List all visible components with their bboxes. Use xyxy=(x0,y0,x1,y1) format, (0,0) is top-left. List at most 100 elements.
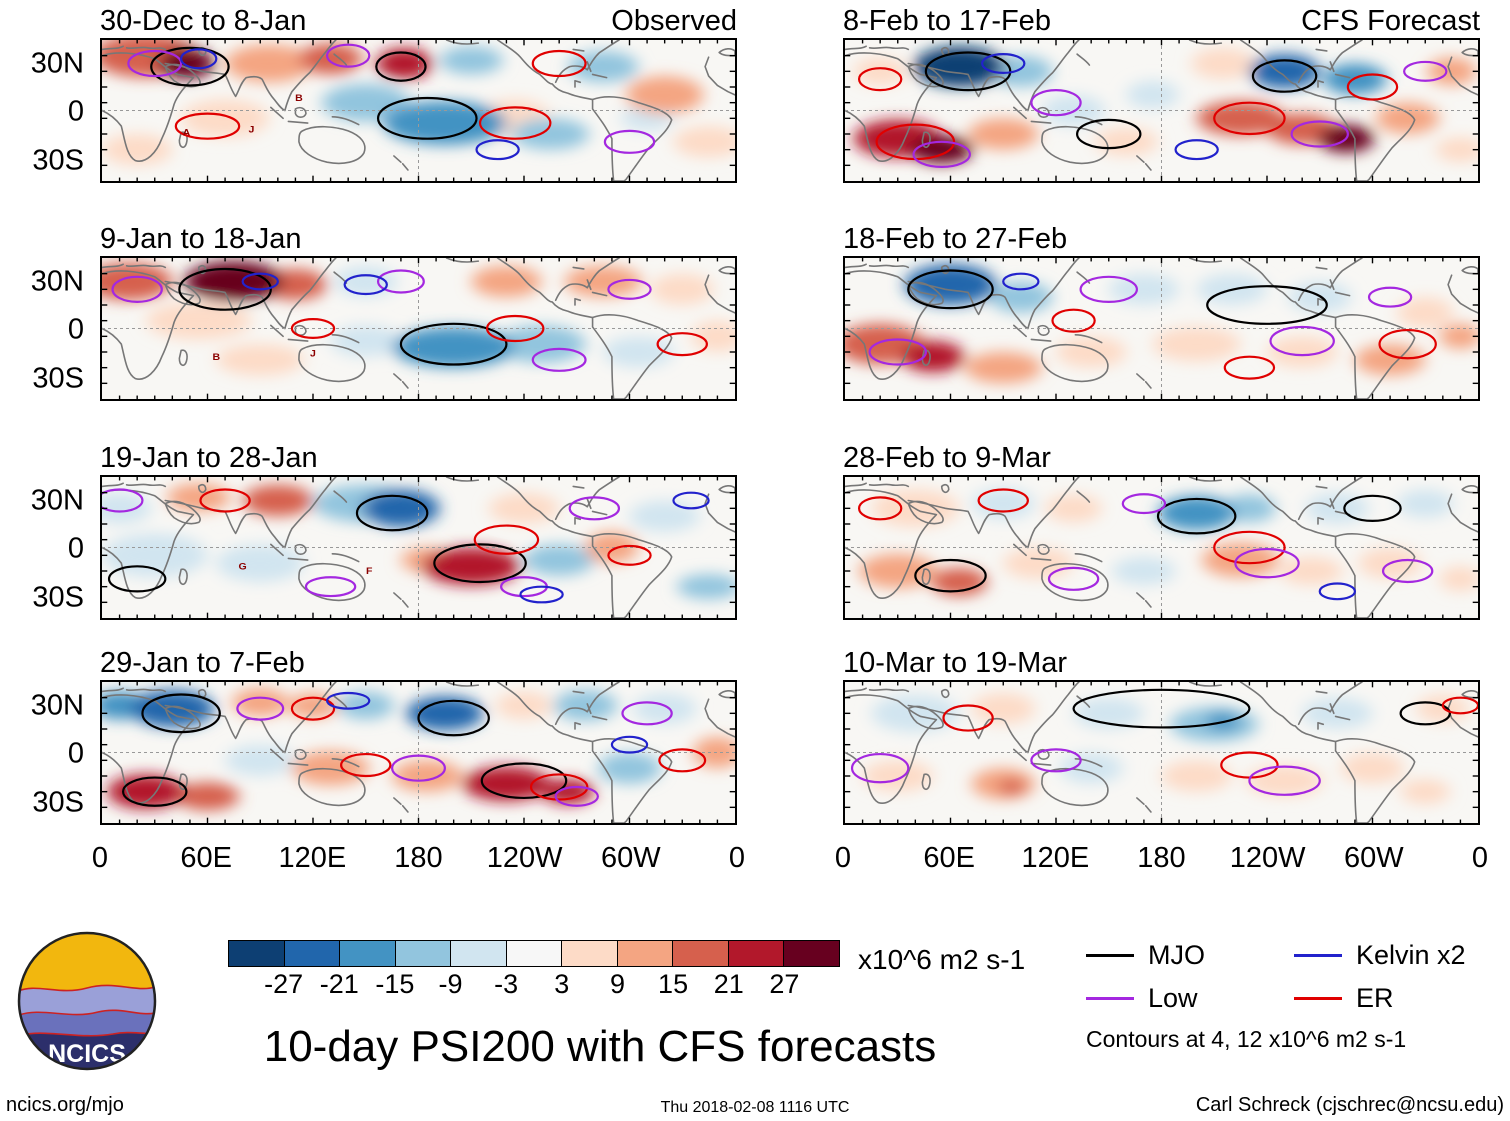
contour-er xyxy=(979,490,1028,512)
panel-title-row: 29-Jan to 7-Feb xyxy=(100,648,737,680)
lat-label-30s: 30S xyxy=(32,786,84,819)
legend-item-low: Low xyxy=(1086,985,1294,1012)
tick-marks xyxy=(102,477,735,618)
contour-mjo xyxy=(908,271,992,309)
lon-label: 60W xyxy=(1344,842,1404,874)
tick-marks xyxy=(102,258,735,399)
contour-mjo xyxy=(1253,60,1316,91)
contour-low xyxy=(1292,121,1348,146)
contour-low xyxy=(1031,749,1080,771)
panel-title: 28-Feb to 9-Mar xyxy=(843,442,1051,474)
colorbar-tick-label: 9 xyxy=(609,969,625,999)
legend-label: Low xyxy=(1148,983,1198,1013)
contour-kelvin xyxy=(327,693,369,709)
contour-low xyxy=(622,702,671,724)
lat-axis: 30N 0 30S xyxy=(12,682,90,827)
legend-label: ER xyxy=(1356,983,1394,1013)
map-canvas xyxy=(102,682,735,823)
panel-title: 9-Jan to 18-Jan xyxy=(100,223,302,255)
contour-low xyxy=(306,577,355,596)
colorbar-tick-label: 3 xyxy=(554,969,570,999)
column-header: CFS Forecast xyxy=(1301,5,1480,37)
contour-er xyxy=(943,706,992,731)
panel-obs-1: 30-Dec to 8-Jan Observed B J A 30N 0 30S xyxy=(31,6,737,190)
contour-low xyxy=(852,754,908,782)
contour-low xyxy=(392,756,445,781)
tick-marks xyxy=(845,258,1478,399)
colorbar-tick-label: -15 xyxy=(375,969,415,999)
legend-line-kelvin xyxy=(1294,954,1342,957)
ncics-logo: NCICS xyxy=(16,930,158,1074)
forecast-column: 8-Feb to 17-Feb CFS Forecast 18-Feb to 2… xyxy=(835,5,1488,906)
colorbar-cell xyxy=(229,941,284,966)
contour-low xyxy=(533,349,586,371)
coastlines xyxy=(845,40,1478,181)
contour-er xyxy=(658,333,707,355)
map-canvas xyxy=(845,682,1478,823)
colorbar-cell xyxy=(339,941,395,966)
contour-mjo xyxy=(1344,496,1400,521)
panel-title: 30-Dec to 8-Jan xyxy=(100,5,307,37)
contour-mjo xyxy=(1158,499,1235,533)
contour-mjo xyxy=(482,763,566,797)
legend-label: MJO xyxy=(1148,940,1205,970)
panel-title-row: 30-Dec to 8-Jan Observed xyxy=(100,6,737,38)
panel-title: 29-Jan to 7-Feb xyxy=(100,647,305,679)
colorbar-cell xyxy=(450,941,506,966)
colorbar xyxy=(228,940,840,967)
panel-title-row: 9-Jan to 18-Jan xyxy=(100,224,737,256)
lat-label-30n: 30N xyxy=(30,47,84,80)
lat-label-eq: 0 xyxy=(67,737,84,770)
legend-item-kelvin: Kelvin x2 xyxy=(1294,942,1506,969)
contour-kelvin xyxy=(612,737,647,753)
contour-low xyxy=(914,142,970,167)
tick-marks xyxy=(102,40,735,181)
lon-label: 0 xyxy=(1471,842,1489,874)
colorbar-cell xyxy=(561,941,617,966)
colorbar-cell xyxy=(505,941,562,966)
contour-mjo xyxy=(1077,120,1140,148)
lon-label: 60E xyxy=(180,842,232,874)
contour-er xyxy=(1225,357,1274,379)
coastlines xyxy=(845,682,1478,823)
map-panel xyxy=(843,680,1480,825)
contour-low xyxy=(1123,494,1165,513)
contour-er xyxy=(1443,698,1478,714)
colorbar-ticks: -27 -21 -15 -9 -3 3 9 15 21 27 xyxy=(228,969,840,1001)
contour-er xyxy=(480,107,550,138)
contour-low xyxy=(1404,62,1446,81)
lon-axis: 0 60E 120E 180 120W 60W 0 xyxy=(92,842,745,882)
panel-fcst-3: 28-Feb to 9-Mar xyxy=(843,443,1480,627)
contour-low xyxy=(605,131,654,153)
lon-label: 120E xyxy=(1021,842,1090,874)
storm-marker: B xyxy=(212,352,220,362)
storm-marker: G xyxy=(239,562,247,572)
contour-mjo xyxy=(357,496,427,530)
contour-low xyxy=(1031,90,1080,115)
lat-label-30s: 30S xyxy=(32,362,84,395)
colorbar-tick-label: 27 xyxy=(769,969,800,999)
contour-mjo xyxy=(401,324,507,365)
contour-mjo xyxy=(1074,690,1250,728)
colorbar-tick-label: -3 xyxy=(494,969,519,999)
contour-kelvin xyxy=(1320,584,1355,600)
column-header: Observed xyxy=(611,5,737,37)
map-canvas xyxy=(845,477,1478,618)
colorbar-tick-label: 21 xyxy=(713,969,744,999)
lat-label-30s: 30S xyxy=(32,581,84,614)
contour-low xyxy=(128,51,181,76)
contour-er xyxy=(1380,330,1436,358)
map-panel xyxy=(843,256,1480,401)
contour-low xyxy=(378,271,424,293)
contour-low xyxy=(1271,327,1334,355)
contour-er xyxy=(1052,310,1094,332)
contour-kelvin xyxy=(181,49,216,68)
contour-er xyxy=(475,526,538,554)
lat-label-30n: 30N xyxy=(30,484,84,517)
contour-low xyxy=(1235,549,1298,577)
lat-label-30s: 30S xyxy=(32,144,84,177)
panel-title-row: 10-Mar to 19-Mar xyxy=(843,648,1480,680)
